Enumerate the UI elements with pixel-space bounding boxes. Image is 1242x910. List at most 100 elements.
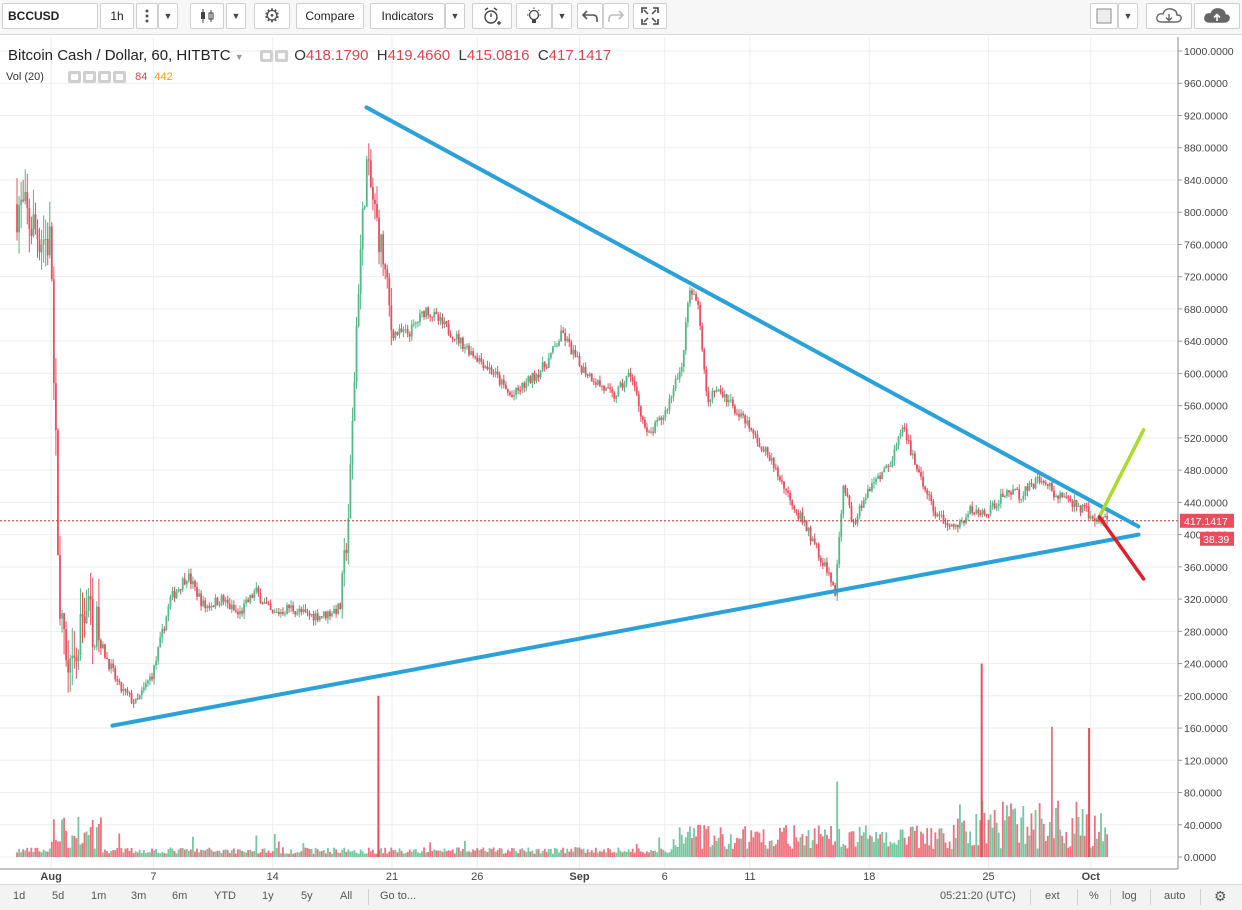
volume-bar bbox=[695, 836, 697, 857]
candles-icon bbox=[201, 9, 214, 23]
candle bbox=[860, 505, 863, 508]
candle bbox=[472, 351, 475, 357]
format-icon[interactable] bbox=[98, 71, 112, 84]
chevron-down-icon: ▼ bbox=[557, 11, 567, 21]
chart-style-button[interactable] bbox=[190, 3, 224, 29]
interval-button[interactable]: 1h bbox=[100, 3, 134, 29]
chart-style-dropdown[interactable]: ▼ bbox=[226, 3, 246, 29]
log-toggle[interactable]: log bbox=[1122, 890, 1137, 902]
candle bbox=[16, 204, 18, 233]
volume-bar bbox=[572, 851, 575, 857]
candle bbox=[635, 386, 638, 395]
percent-toggle[interactable]: % bbox=[1089, 890, 1099, 902]
candle bbox=[1048, 482, 1051, 487]
interval-menu-button[interactable] bbox=[136, 3, 158, 29]
candle bbox=[151, 676, 153, 680]
volume-badge-label: 38.39 bbox=[1203, 534, 1229, 546]
candle bbox=[846, 493, 849, 497]
volume-bar bbox=[562, 847, 565, 857]
range-ytd-button[interactable]: YTD bbox=[214, 890, 236, 902]
save-chart-button[interactable] bbox=[1194, 3, 1240, 29]
layout-button[interactable] bbox=[1090, 3, 1118, 29]
load-chart-button[interactable] bbox=[1146, 3, 1192, 29]
range-all-button[interactable]: All bbox=[340, 890, 353, 902]
candle bbox=[691, 290, 693, 295]
candle bbox=[662, 417, 665, 420]
volume-bar bbox=[856, 841, 859, 857]
undo-button[interactable] bbox=[577, 3, 603, 29]
candle bbox=[1014, 488, 1017, 490]
candle bbox=[259, 593, 262, 604]
volume-bar bbox=[1008, 816, 1010, 857]
volume-bar bbox=[144, 853, 147, 857]
range-5d-button[interactable]: 5d bbox=[52, 890, 65, 902]
volume-bar bbox=[776, 839, 779, 857]
visibility-icon[interactable] bbox=[260, 50, 274, 63]
drawing-annotations[interactable] bbox=[110, 105, 1146, 728]
compare-button[interactable]: Compare bbox=[296, 3, 364, 29]
volume-bar bbox=[177, 849, 180, 857]
auto-toggle[interactable]: auto bbox=[1164, 890, 1186, 902]
close-icon[interactable] bbox=[113, 71, 127, 84]
candle bbox=[498, 374, 501, 385]
candle bbox=[1010, 492, 1012, 495]
visibility-icon[interactable] bbox=[68, 71, 82, 84]
volume-bar bbox=[603, 849, 605, 857]
ideas-dropdown[interactable]: ▼ bbox=[552, 3, 572, 29]
price-chart[interactable]: 1000.0000960.0000920.0000880.0000840.000… bbox=[0, 37, 1242, 884]
settings-icon[interactable] bbox=[275, 50, 289, 63]
volume-bar bbox=[731, 848, 734, 857]
interval-dropdown-button[interactable]: ▼ bbox=[158, 3, 178, 29]
layout-dropdown[interactable]: ▼ bbox=[1118, 3, 1138, 29]
volume-bar bbox=[1079, 835, 1082, 857]
candle bbox=[793, 505, 796, 510]
volume-bar bbox=[1003, 820, 1006, 857]
range-5y-button[interactable]: 5y bbox=[301, 890, 313, 902]
volume-bar bbox=[770, 840, 773, 857]
volume-bar bbox=[459, 851, 462, 857]
candle bbox=[38, 239, 41, 253]
goto-button[interactable]: Go to... bbox=[380, 890, 417, 902]
fullscreen-button[interactable] bbox=[633, 3, 667, 29]
indicators-button[interactable]: Indicators bbox=[370, 3, 445, 29]
chart-grid bbox=[0, 37, 1176, 869]
volume-bar bbox=[819, 833, 822, 857]
volume-bar bbox=[106, 851, 108, 857]
volume-bar bbox=[427, 851, 430, 857]
candle bbox=[1016, 488, 1019, 490]
ideas-button[interactable] bbox=[516, 3, 552, 29]
volume-bar bbox=[668, 852, 671, 857]
candle bbox=[674, 379, 677, 389]
symbol-search-input[interactable]: BCCUSD bbox=[2, 3, 98, 29]
ext-toggle[interactable]: ext bbox=[1045, 890, 1060, 902]
candle bbox=[1069, 498, 1072, 502]
candle bbox=[760, 446, 763, 450]
alert-button[interactable] bbox=[472, 3, 512, 29]
volume-bar bbox=[1053, 838, 1055, 857]
candle bbox=[406, 329, 409, 334]
candle bbox=[257, 587, 260, 594]
redo-button[interactable] bbox=[603, 3, 629, 29]
gear-icon[interactable]: ⚙ bbox=[1214, 888, 1227, 904]
range-1m-button[interactable]: 1m bbox=[91, 890, 107, 902]
volume-bar bbox=[1006, 805, 1008, 857]
settings-icon[interactable] bbox=[83, 71, 97, 84]
high-label: H bbox=[376, 47, 388, 64]
volume-bar bbox=[169, 847, 172, 857]
volume-bar bbox=[318, 851, 321, 857]
volume-bar bbox=[38, 851, 41, 857]
indicators-dropdown[interactable]: ▼ bbox=[445, 3, 465, 29]
range-6m-button[interactable]: 6m bbox=[172, 890, 188, 902]
chevron-down-icon[interactable]: ▼ bbox=[234, 52, 244, 62]
candle bbox=[294, 611, 297, 615]
range-3m-button[interactable]: 3m bbox=[131, 890, 147, 902]
candle bbox=[57, 430, 59, 556]
volume-bar bbox=[1042, 823, 1045, 857]
volume-bar bbox=[1032, 829, 1035, 857]
range-1y-button[interactable]: 1y bbox=[262, 890, 274, 902]
settings-button[interactable]: ⚙ bbox=[254, 3, 290, 29]
range-1d-button[interactable]: 1d bbox=[13, 890, 26, 902]
volume-bar bbox=[699, 825, 702, 857]
candle bbox=[488, 367, 491, 370]
menu-dots-icon bbox=[145, 9, 149, 23]
